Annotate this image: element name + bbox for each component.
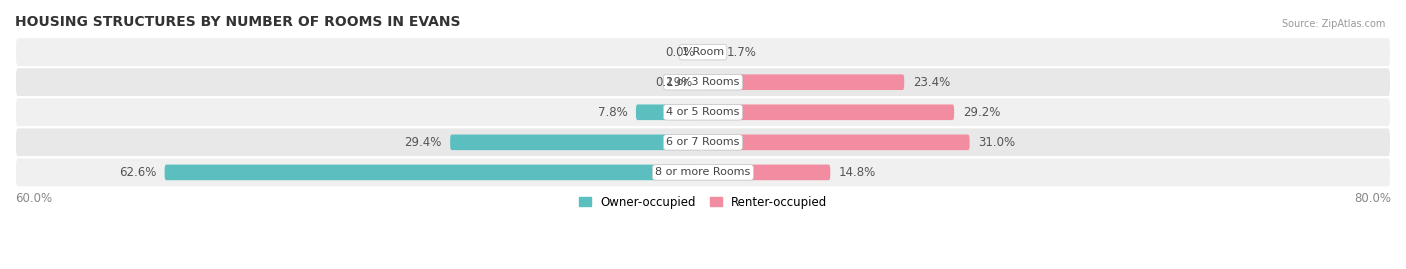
- Text: 14.8%: 14.8%: [839, 166, 876, 179]
- Text: 60.0%: 60.0%: [15, 192, 52, 205]
- Text: 7.8%: 7.8%: [598, 106, 627, 119]
- FancyBboxPatch shape: [703, 75, 904, 90]
- Text: 6 or 7 Rooms: 6 or 7 Rooms: [666, 137, 740, 147]
- Text: 62.6%: 62.6%: [118, 166, 156, 179]
- FancyBboxPatch shape: [702, 75, 703, 90]
- FancyBboxPatch shape: [15, 37, 1391, 67]
- Text: 4 or 5 Rooms: 4 or 5 Rooms: [666, 107, 740, 117]
- FancyBboxPatch shape: [703, 44, 717, 60]
- FancyBboxPatch shape: [15, 127, 1391, 157]
- Text: 31.0%: 31.0%: [979, 136, 1015, 149]
- FancyBboxPatch shape: [636, 104, 703, 120]
- FancyBboxPatch shape: [15, 157, 1391, 187]
- Text: HOUSING STRUCTURES BY NUMBER OF ROOMS IN EVANS: HOUSING STRUCTURES BY NUMBER OF ROOMS IN…: [15, 15, 461, 29]
- Text: 29.4%: 29.4%: [404, 136, 441, 149]
- FancyBboxPatch shape: [703, 104, 955, 120]
- FancyBboxPatch shape: [703, 165, 831, 180]
- FancyBboxPatch shape: [15, 67, 1391, 97]
- Text: 8 or more Rooms: 8 or more Rooms: [655, 167, 751, 177]
- Text: 0.0%: 0.0%: [665, 46, 695, 59]
- Legend: Owner-occupied, Renter-occupied: Owner-occupied, Renter-occupied: [572, 190, 834, 215]
- Text: 1 Room: 1 Room: [682, 47, 724, 57]
- Text: 2 or 3 Rooms: 2 or 3 Rooms: [666, 77, 740, 87]
- Text: 23.4%: 23.4%: [912, 76, 950, 89]
- FancyBboxPatch shape: [165, 165, 703, 180]
- FancyBboxPatch shape: [450, 134, 703, 150]
- FancyBboxPatch shape: [15, 97, 1391, 127]
- Text: 80.0%: 80.0%: [1354, 192, 1391, 205]
- Text: 29.2%: 29.2%: [963, 106, 1000, 119]
- Text: 1.7%: 1.7%: [727, 46, 756, 59]
- FancyBboxPatch shape: [703, 134, 970, 150]
- Text: 0.19%: 0.19%: [655, 76, 693, 89]
- Text: Source: ZipAtlas.com: Source: ZipAtlas.com: [1281, 19, 1385, 29]
